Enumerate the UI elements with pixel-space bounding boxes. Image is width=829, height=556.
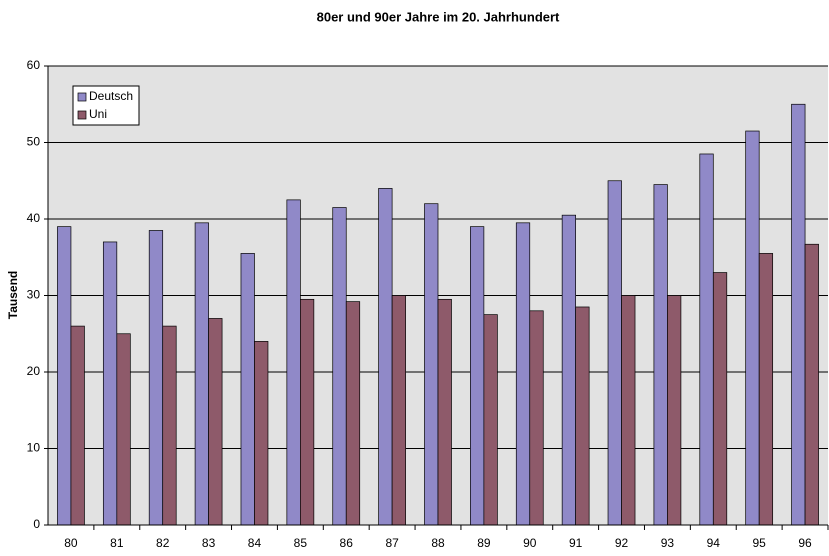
x-tick-label: 82 [156, 536, 170, 550]
bar [621, 295, 636, 526]
bar [667, 295, 682, 526]
y-tick-label: 50 [27, 135, 41, 149]
x-tick-label: 85 [294, 536, 308, 550]
x-tick-label: 94 [707, 536, 721, 550]
x-tick-label: 87 [385, 536, 399, 550]
x-tick-label: 91 [569, 536, 583, 550]
bar [758, 253, 774, 526]
x-tick-label: 83 [202, 536, 216, 550]
x-tick-label: 89 [477, 536, 491, 550]
x-tick-label: 86 [340, 536, 354, 550]
bar [286, 199, 301, 526]
x-tick-label: 84 [248, 536, 262, 550]
bar [391, 295, 406, 526]
y-axis-label: Tausend [6, 271, 20, 319]
bar [300, 298, 315, 526]
bar [653, 184, 668, 526]
bar [116, 333, 131, 526]
bar [378, 188, 393, 526]
bar [470, 226, 485, 526]
bar [575, 306, 590, 526]
bar [561, 214, 576, 526]
bar [804, 243, 819, 526]
legend-label: Deutsch [89, 89, 133, 103]
bar [437, 298, 452, 526]
bar [332, 207, 347, 526]
legend-label: Uni [89, 107, 107, 121]
bar [607, 180, 622, 526]
bar [162, 325, 177, 526]
y-tick-label: 0 [33, 517, 40, 531]
x-tick-label: 81 [110, 536, 124, 550]
bar [148, 230, 164, 526]
bar [745, 130, 760, 526]
x-tick-label: 88 [431, 536, 445, 550]
chart-title: 80er und 90er Jahre im 20. Jahrhundert [317, 9, 560, 24]
legend-swatch [77, 110, 87, 120]
bar [240, 253, 255, 526]
bar [424, 203, 439, 526]
bar [529, 310, 544, 526]
bar [791, 103, 806, 526]
legend-swatch [77, 92, 87, 102]
y-tick-label: 10 [27, 441, 41, 455]
x-tick-label: 92 [615, 536, 629, 550]
x-tick-label: 90 [523, 536, 537, 550]
bar [712, 272, 728, 526]
bar [208, 318, 223, 526]
x-tick-label: 93 [661, 536, 675, 550]
bar [515, 222, 531, 526]
bar [102, 241, 118, 526]
y-tick-label: 20 [27, 364, 41, 378]
bar [483, 314, 498, 526]
bar [57, 226, 72, 526]
bar [70, 325, 85, 526]
bar [699, 153, 714, 526]
bar [254, 341, 269, 526]
y-tick-label: 40 [27, 211, 41, 225]
bar [345, 301, 361, 526]
x-tick-label: 80 [64, 536, 78, 550]
y-tick-label: 60 [27, 58, 41, 72]
y-tick-label: 30 [27, 288, 41, 302]
x-tick-label: 96 [798, 536, 812, 550]
bar [194, 222, 209, 526]
x-tick-label: 95 [752, 536, 766, 550]
